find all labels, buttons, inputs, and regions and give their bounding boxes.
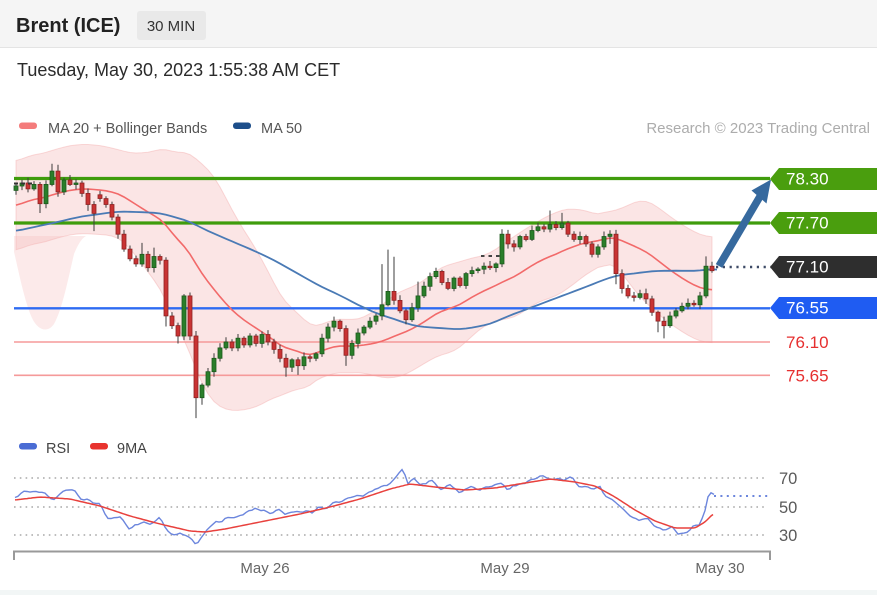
svg-text:76.55: 76.55 [786,299,829,318]
svg-text:50: 50 [779,499,797,517]
svg-text:MA 50: MA 50 [261,121,302,137]
svg-text:77.10: 77.10 [786,258,829,277]
svg-text:Brent (ICE): Brent (ICE) [16,15,120,37]
svg-text:76.10: 76.10 [786,333,829,352]
svg-text:9MA: 9MA [117,441,147,457]
svg-text:May 30: May 30 [695,560,744,577]
svg-text:May 29: May 29 [480,560,529,577]
svg-text:30 MIN: 30 MIN [147,18,195,35]
svg-text:77.70: 77.70 [786,214,829,233]
svg-text:78.30: 78.30 [786,170,829,189]
svg-text:MA 20 + Bollinger Bands: MA 20 + Bollinger Bands [48,121,207,137]
svg-text:70: 70 [779,470,797,488]
svg-text:30: 30 [779,527,797,545]
svg-text:Tuesday, May 30, 2023 1:55:38: Tuesday, May 30, 2023 1:55:38 AM CET [17,60,340,80]
svg-text:Research © 2023 Trading Centra: Research © 2023 Trading Central [646,120,870,137]
svg-text:May 26: May 26 [240,560,289,577]
svg-text:75.65: 75.65 [786,367,829,386]
svg-text:RSI: RSI [46,441,70,457]
